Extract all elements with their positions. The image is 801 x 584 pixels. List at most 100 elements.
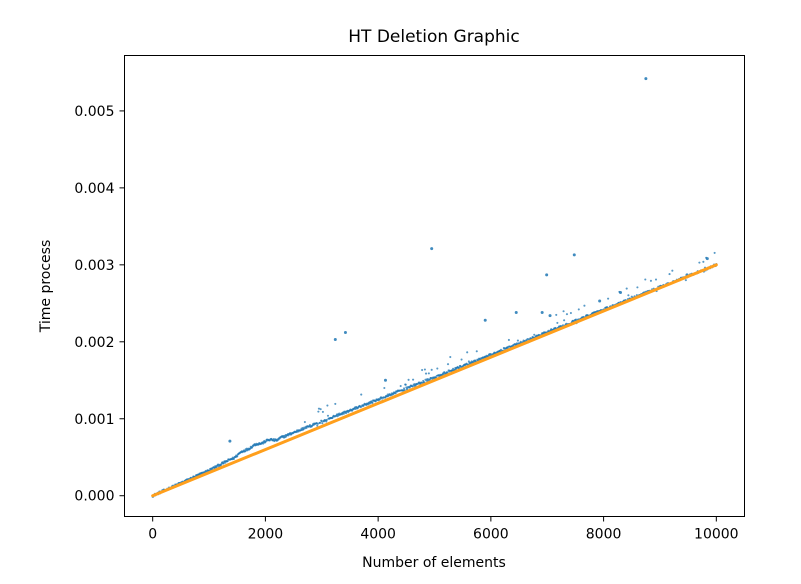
measured-point [334,402,337,405]
x-tick-label: 2000 [248,527,284,543]
measured-point [430,368,433,371]
x-tick-label: 8000 [586,527,622,543]
measured-point [702,260,705,263]
measured-point [668,273,671,276]
x-axis: 0 2000 4000 6000 8000 10000 [148,516,739,543]
x-axis-label: Number of elements [362,555,506,571]
x-tick-label: 4000 [360,527,396,543]
measured-point [569,311,572,315]
measured-point [326,414,330,417]
measured-point [649,279,652,282]
measured-outlier-point [644,77,648,81]
measured-point [236,455,239,458]
measured-point [226,460,229,463]
measured-point [436,367,439,370]
measured-outlier-point [514,311,518,315]
fitted-line [151,263,718,498]
measured-point [317,407,321,410]
measured-outlier-point [619,291,622,295]
measured-point [326,404,329,407]
measured-point [654,278,658,281]
measured-point [317,410,320,413]
measured-outlier-point [540,311,544,315]
measured-point [556,321,559,324]
measured-point [412,378,415,381]
chart-title: HT Deletion Graphic [348,27,520,47]
measured-point [394,392,397,395]
y-axis-label: Time process [38,240,54,334]
y-tick-label: 0.004 [74,181,114,197]
measured-outlier-point [545,273,549,277]
plot-layer [151,77,718,498]
measured-point [320,420,323,423]
y-tick-label: 0.005 [74,104,114,120]
measured-point [574,318,578,321]
measured-point [399,384,402,388]
measured-point [303,420,306,424]
measured-outlier-point [598,299,602,303]
measured-point [475,350,478,353]
measured-outlier-point [572,253,576,257]
measured-point [446,363,450,366]
measured-outlier-point [343,331,347,335]
x-tick-label: 10000 [694,527,739,543]
measured-point [360,393,363,396]
measured-point [421,369,424,372]
measured-point [407,378,410,381]
y-axis: 0.000 0.001 0.002 0.003 0.004 0.005 [74,104,125,505]
measured-point [325,418,328,422]
measured-point [607,297,610,300]
measured-point [319,408,322,411]
measured-point [466,351,469,354]
measured-point [321,422,324,425]
measured-point [321,410,324,413]
measured-point [636,286,639,289]
measured-point [671,269,674,272]
measured-point [424,372,428,375]
plot-frame [124,55,745,517]
measured-point [562,310,565,313]
measured-point [449,355,452,359]
y-tick-label: 0.001 [74,412,114,428]
measured-point [577,308,580,311]
measured-point [319,421,322,424]
measured-outlier-point [483,318,487,322]
measured-point [403,389,406,392]
y-tick-label: 0.000 [74,489,114,505]
measured-point [684,279,687,282]
measured-point [555,313,558,316]
measured-outlier-point [548,314,552,318]
measured-point [583,304,586,307]
measured-point [627,294,630,297]
measured-point [411,385,414,388]
measured-point [371,401,374,405]
measured-point [565,313,569,316]
measured-outlier-point [228,439,232,443]
measured-point [713,251,716,254]
measured-point [354,407,357,411]
measured-point [316,422,319,425]
measured-outlier-point [333,337,337,341]
measured-point [625,287,628,290]
measured-point [533,333,536,336]
measured-point [427,372,430,375]
y-tick-label: 0.003 [74,258,114,274]
measured-point [222,462,225,465]
measured-point [325,420,328,423]
measured-outlier-point [430,247,434,251]
measured-point [403,387,406,390]
measured-point [698,261,701,264]
measured-point [644,278,647,281]
measured-point [446,371,449,374]
measured-point [442,372,445,376]
measured-point [516,339,519,342]
measured-outlier-point [705,257,709,261]
measured-point [507,338,510,342]
measured-point [404,383,407,386]
measured-point [452,367,455,370]
measured-point [460,358,463,361]
x-tick-label: 6000 [473,527,509,543]
measured-outlier-point [383,378,387,382]
